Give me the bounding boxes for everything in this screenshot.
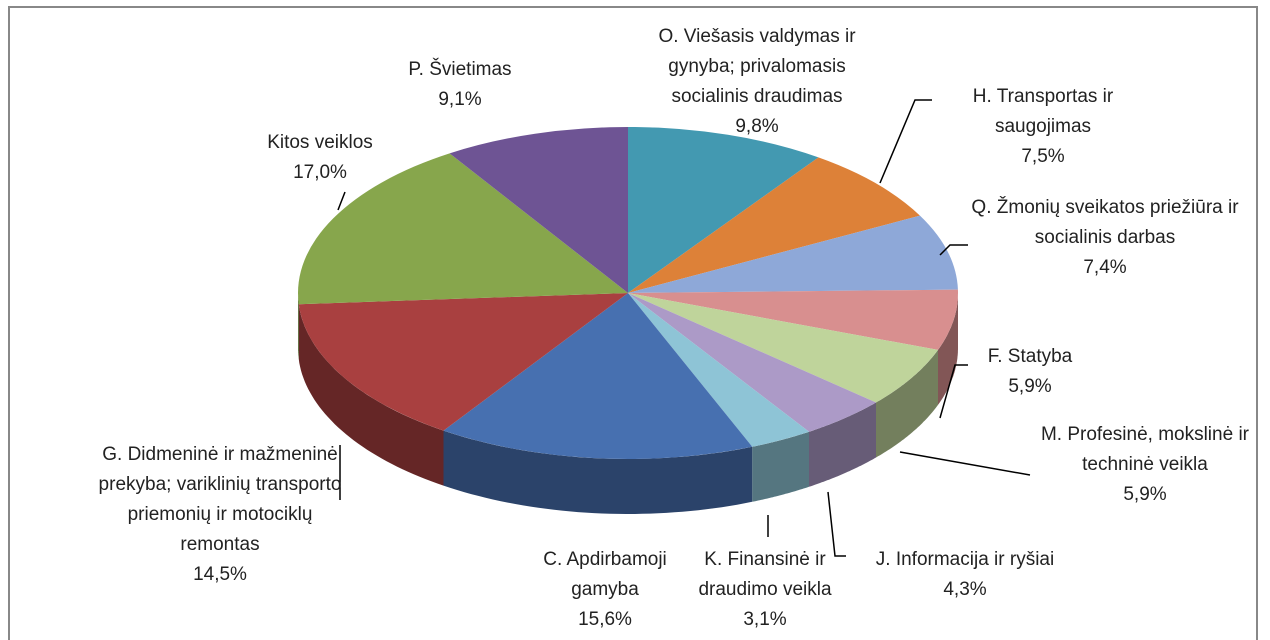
slice-label: H. Transportas ir saugojimas 7,5% (938, 82, 1148, 172)
pie-side (752, 431, 809, 502)
slice-name: O. Viešasis valdymas ir gynyba; privalom… (658, 26, 856, 107)
slice-value: 17,0% (293, 162, 347, 183)
slice-name: J. Informacija ir ryšiai (875, 549, 1055, 570)
slice-value: 7,5% (1021, 146, 1065, 167)
pie-slice (443, 293, 753, 459)
slice-value: 3,1% (743, 609, 787, 630)
slice-value: 5,9% (1123, 484, 1167, 505)
slice-name: G. Didmeninė ir mažmeninė prekyba; varik… (98, 444, 342, 555)
slice-name: P. Švietimas (408, 59, 512, 80)
pie-side (809, 402, 876, 487)
pie-slice (628, 293, 810, 447)
slice-label: K. Finansinė ir draudimo veikla 3,1% (665, 545, 865, 635)
leader-line (899, 451, 1031, 476)
pie-slice (628, 289, 958, 350)
slice-value: 9,1% (438, 89, 482, 110)
pie-slice (628, 293, 877, 432)
pie-slice (628, 127, 819, 293)
pie-side (298, 293, 299, 360)
pie-slice (298, 293, 628, 431)
leader-line (827, 491, 846, 557)
leader-line (939, 364, 968, 419)
slice-name: F. Statyba (987, 346, 1073, 367)
pie-slice (628, 157, 920, 293)
slice-label: J. Informacija ir ryšiai 4,3% (820, 545, 1110, 605)
pie-slice (628, 215, 958, 293)
leader-lines (337, 99, 1031, 557)
pie-side (938, 293, 958, 405)
slice-name: Kitos veiklos (267, 132, 373, 153)
leader-line (337, 191, 346, 211)
slice-label: O. Viešasis valdymas ir gynyba; privalom… (632, 22, 882, 142)
pie-slice (449, 127, 628, 293)
chart-frame (8, 6, 1258, 640)
leader-line (939, 244, 968, 256)
slice-name: H. Transportas ir saugojimas (972, 86, 1114, 137)
slice-value: 4,3% (943, 579, 987, 600)
slice-value: 7,4% (1083, 257, 1127, 278)
slice-name: K. Finansinė ir draudimo veikla (698, 549, 832, 600)
slice-label: Kitos veiklos 17,0% (230, 128, 410, 188)
pie-side (298, 304, 444, 486)
slice-value: 9,8% (735, 116, 779, 137)
slice-label: G. Didmeninė ir mažmeninė prekyba; varik… (90, 440, 350, 590)
pie-slice (298, 153, 628, 305)
pie-slice (628, 293, 939, 403)
slice-name: Q. Žmonių sveikatos priežiūra ir sociali… (971, 197, 1239, 248)
slice-label: P. Švietimas 9,1% (380, 55, 540, 115)
slice-label: M. Profesinė, mokslinė ir techninė veikl… (1020, 420, 1270, 510)
slice-label: F. Statyba 5,9% (960, 342, 1100, 402)
slice-label: Q. Žmonių sveikatos priežiūra ir sociali… (970, 193, 1240, 283)
leader-line (879, 99, 932, 184)
slice-name: C. Apdirbamoji gamyba (543, 549, 667, 600)
slice-label: C. Apdirbamoji gamyba 15,6% (525, 545, 685, 635)
slice-value: 5,9% (1008, 376, 1052, 397)
slice-name: M. Profesinė, mokslinė ir techninė veikl… (1040, 424, 1249, 475)
pie-side (443, 430, 753, 514)
slice-value: 14,5% (193, 564, 247, 585)
slice-value: 15,6% (578, 609, 632, 630)
pie-side (876, 349, 938, 458)
